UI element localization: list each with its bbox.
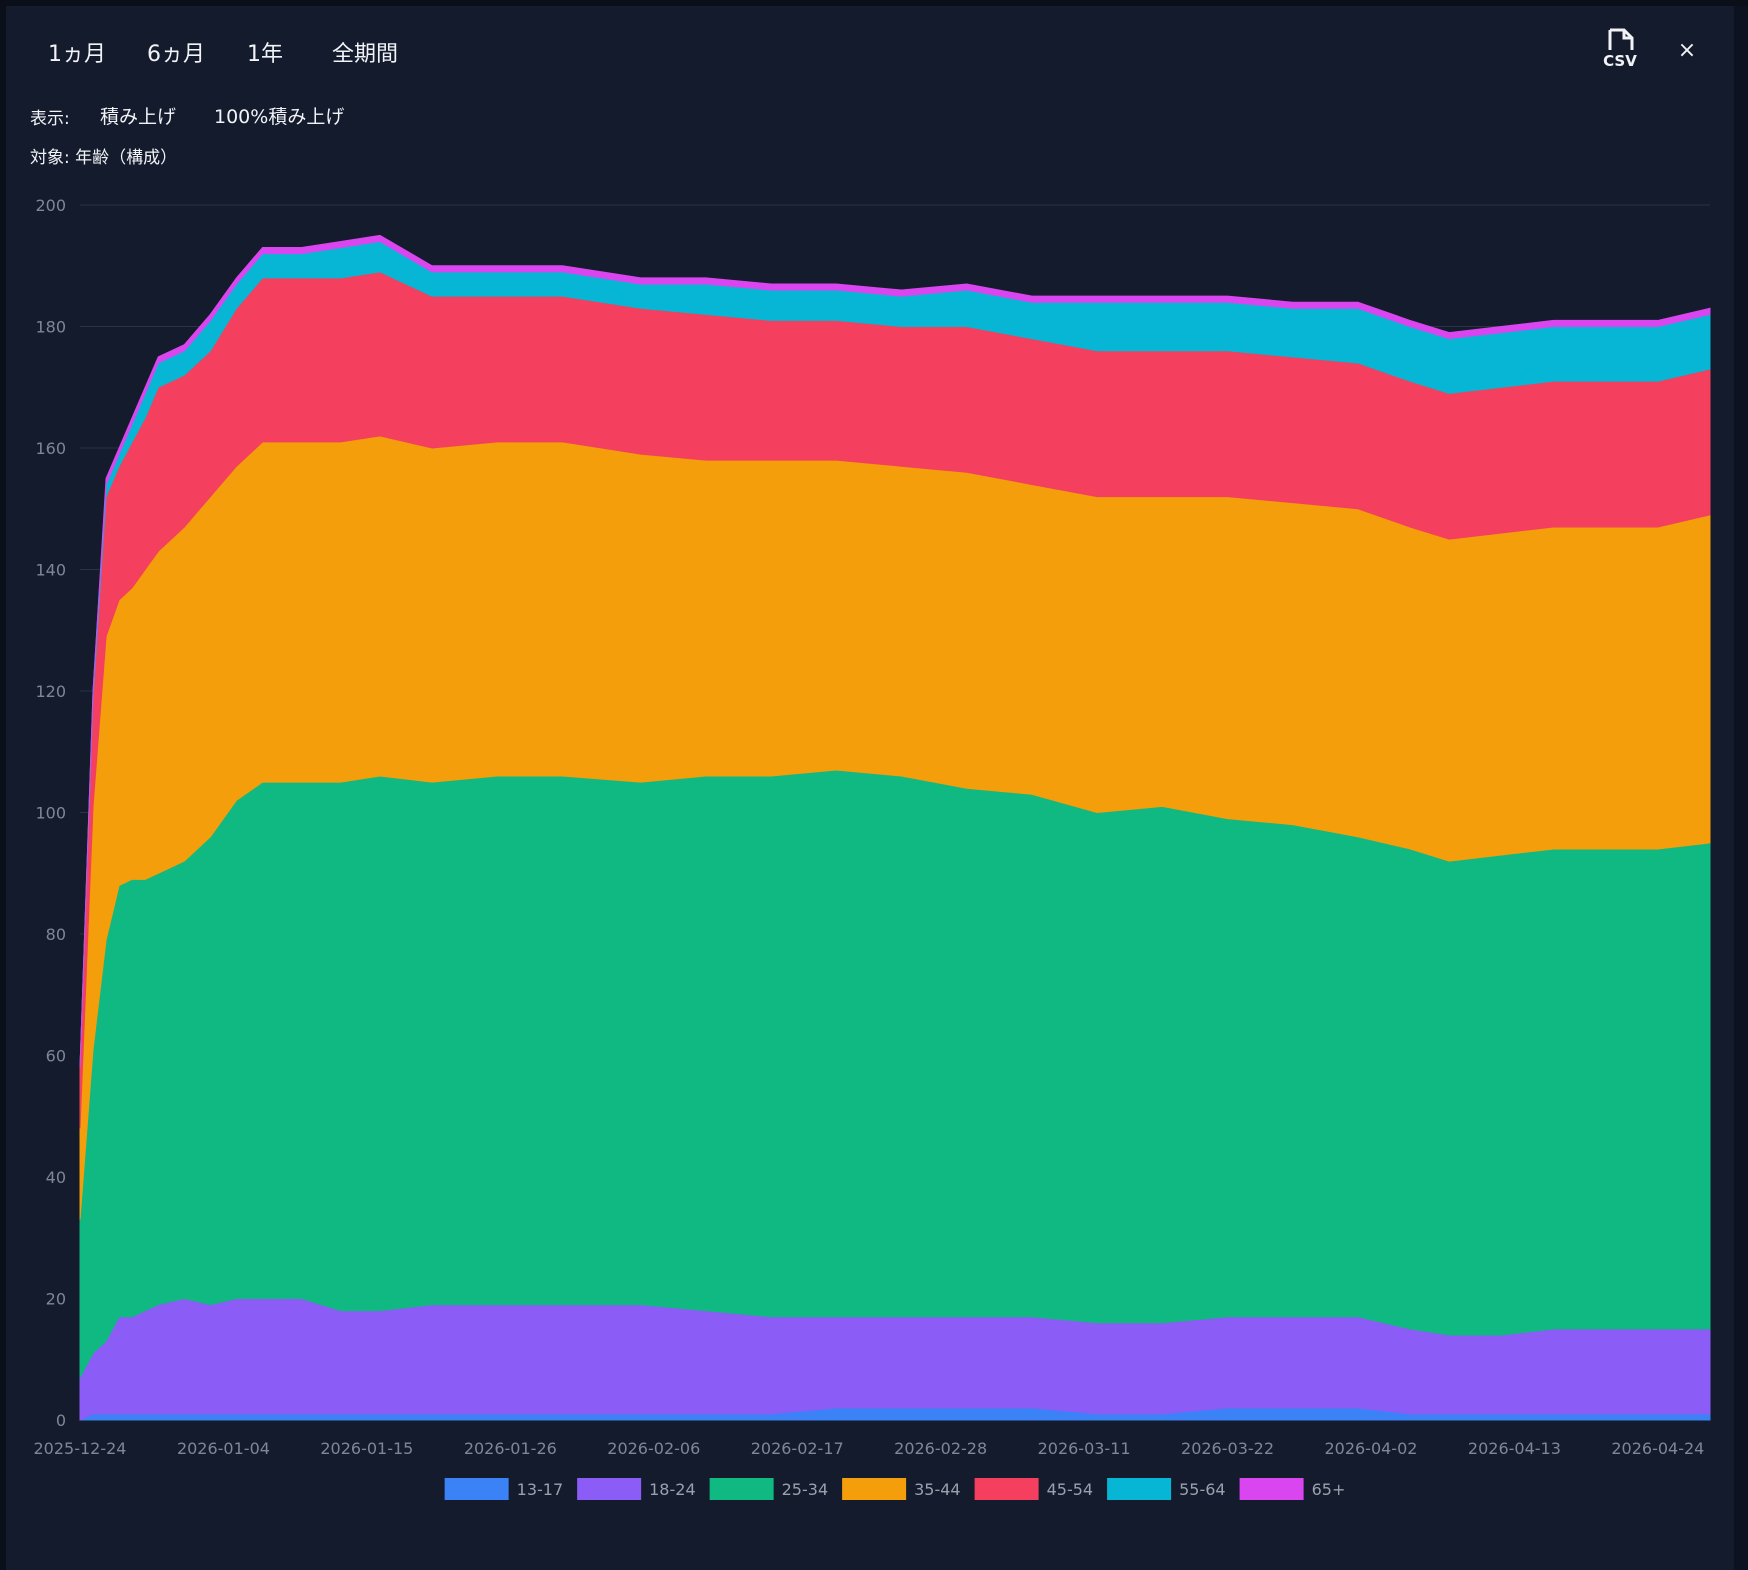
legend-label-18-24: 18-24 [649, 1480, 696, 1499]
legend-label-35-44: 35-44 [914, 1480, 961, 1499]
x-tick-label: 2026-02-17 [751, 1439, 844, 1458]
target-label: 対象: 年齢（構成） [30, 148, 178, 168]
series-area-65+ [79, 234, 1711, 1068]
range-1-year-button[interactable]: 1年 [247, 42, 283, 67]
display-label: 表示: [30, 109, 70, 129]
legend-swatch-13-17 [444, 1478, 509, 1500]
y-tick-label: 0 [56, 1411, 66, 1430]
range-1-month-button[interactable]: 1ヵ月 [48, 42, 106, 67]
y-tick-label: 100 [35, 804, 66, 823]
stacked-mode-button[interactable]: 積み上げ [100, 106, 177, 128]
legend-label-13-17: 13-17 [517, 1480, 564, 1499]
x-tick-label: 2026-01-15 [320, 1439, 413, 1458]
x-tick-label: 2026-02-06 [607, 1439, 700, 1458]
legend-swatch-18-24 [577, 1478, 642, 1500]
legend-swatch-25-34 [709, 1478, 774, 1500]
legend-layer: 13-17 18-24 25-34 35-44 45-54 55-64 65+ [444, 1478, 1346, 1500]
area-layer [79, 234, 1711, 1421]
x-tick-label: 2026-03-22 [1181, 1439, 1274, 1458]
x-tick-label: 2026-01-04 [177, 1439, 270, 1458]
svg-text:CSV: CSV [1603, 52, 1637, 70]
x-tick-label: 2026-02-28 [894, 1439, 987, 1458]
panel-edge [1734, 6, 1748, 1570]
stacked-100-mode-button[interactable]: 100%積み上げ [214, 106, 345, 128]
y-tick-label: 200 [35, 196, 66, 215]
x-tick-label: 2025-12-24 [34, 1439, 127, 1458]
legend-label-45-54: 45-54 [1047, 1480, 1094, 1499]
x-tick-label: 2026-04-24 [1611, 1439, 1704, 1458]
legend-swatch-65+ [1239, 1478, 1304, 1500]
x-tick-label: 2026-03-11 [1038, 1439, 1131, 1458]
x-tick-label: 2026-04-02 [1324, 1439, 1417, 1458]
y-tick-label: 180 [35, 318, 66, 337]
axis-layer: 0 20 40 60 80 100 120 140 160 180 200 2025-12-24 202… [34, 196, 1705, 1458]
csv-download-icon[interactable]: CSV [1602, 28, 1638, 70]
y-tick-label: 160 [35, 439, 66, 458]
y-tick-label: 20 [46, 1290, 66, 1309]
x-tick-label: 2026-01-26 [464, 1439, 557, 1458]
legend-label-25-34: 25-34 [782, 1480, 829, 1499]
y-tick-label: 80 [46, 925, 66, 944]
series-area-25-34 [79, 769, 1711, 1378]
range-all-button[interactable]: 全期間 [332, 42, 399, 67]
legend-swatch-35-44 [842, 1478, 907, 1500]
range-6-month-button[interactable]: 6ヵ月 [147, 42, 205, 67]
y-tick-label: 60 [46, 1047, 66, 1066]
y-tick-label: 140 [35, 561, 66, 580]
legend-swatch-45-54 [974, 1478, 1039, 1500]
y-tick-label: 40 [46, 1168, 66, 1187]
y-tick-label: 120 [35, 682, 66, 701]
close-button[interactable]: × [1677, 38, 1697, 63]
legend-label-65+: 65+ [1312, 1480, 1346, 1499]
x-tick-label: 2026-04-13 [1468, 1439, 1561, 1458]
legend-swatch-55-64 [1107, 1478, 1172, 1500]
legend-label-55-64: 55-64 [1179, 1480, 1226, 1499]
